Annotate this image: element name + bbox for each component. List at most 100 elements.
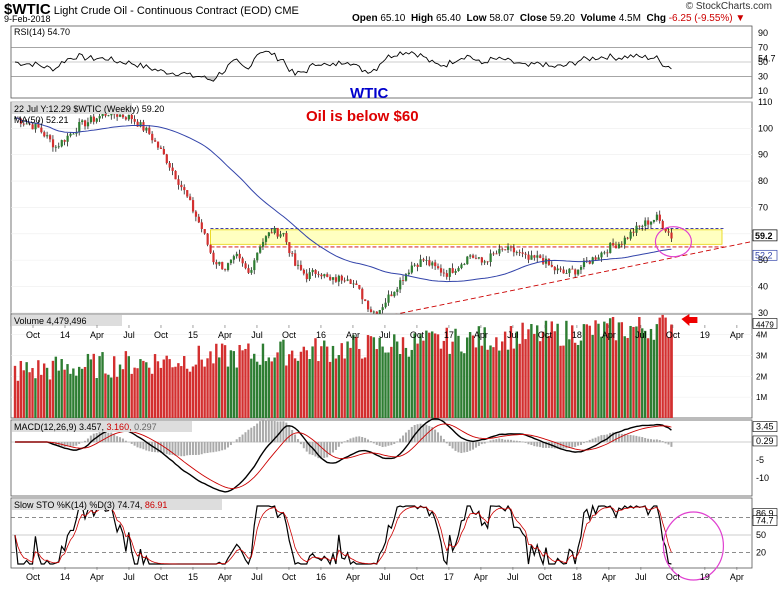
volume-bar bbox=[343, 358, 346, 418]
bottom-axis-label: 19 bbox=[700, 572, 710, 582]
macd-hist-bar bbox=[349, 438, 352, 443]
price-candle bbox=[273, 227, 276, 234]
price-candle bbox=[603, 252, 606, 254]
price-candle bbox=[480, 257, 483, 263]
volume-bar bbox=[536, 325, 539, 418]
volume-bar bbox=[159, 367, 163, 418]
volume-bar bbox=[273, 357, 276, 418]
volume-bar bbox=[352, 335, 355, 418]
price-candle bbox=[127, 114, 130, 120]
macd-hist-bar bbox=[402, 435, 405, 443]
rsi-tick: 30 bbox=[758, 71, 768, 81]
macd-hist-bar bbox=[582, 442, 585, 444]
price-candle bbox=[579, 266, 583, 270]
volume-bar bbox=[279, 341, 282, 418]
price-axis-label: 15 bbox=[188, 330, 198, 340]
price-axis-label: Jul bbox=[379, 330, 391, 340]
bottom-axis-label: Apr bbox=[346, 572, 360, 582]
sto-legend: Slow STO %K(14) %D(3) 74.74, 86.91 bbox=[14, 500, 167, 510]
macd-hist-bar bbox=[626, 434, 629, 443]
macd-hist-bar bbox=[518, 441, 521, 443]
volume-bar bbox=[442, 340, 446, 418]
rsi-oversold-fill bbox=[192, 76, 217, 82]
volume-bar bbox=[477, 326, 481, 418]
volume-bar bbox=[355, 336, 358, 418]
highlight-circle bbox=[654, 226, 693, 258]
macd-hist-bar bbox=[218, 442, 221, 452]
chg-label: Chg bbox=[646, 13, 666, 24]
price-candle bbox=[577, 269, 580, 275]
volume-bar bbox=[25, 362, 28, 418]
macd-hist-bar bbox=[314, 442, 317, 457]
macd-hist-bar bbox=[609, 432, 612, 443]
volume-bar bbox=[162, 359, 165, 418]
price-candle bbox=[34, 123, 37, 130]
price-candle bbox=[121, 114, 125, 118]
price-candle bbox=[364, 299, 367, 302]
price-candle bbox=[355, 283, 358, 285]
volume-bar bbox=[110, 377, 113, 418]
macd-hist-bar bbox=[130, 442, 133, 444]
macd-tick: -10 bbox=[756, 473, 769, 483]
volume-bar bbox=[194, 364, 198, 418]
volume-bar bbox=[436, 334, 440, 418]
price-candle bbox=[244, 263, 247, 269]
price-candle bbox=[451, 268, 454, 273]
macd-hist-bar bbox=[632, 435, 635, 443]
price-candle bbox=[536, 255, 539, 258]
macd-hist-bar bbox=[89, 435, 92, 443]
macd-hist-bar bbox=[413, 425, 416, 443]
volume-bar bbox=[215, 343, 218, 418]
price-candle bbox=[145, 127, 148, 131]
price-candle bbox=[352, 283, 355, 285]
volume-bar bbox=[387, 352, 390, 418]
price-candle bbox=[81, 120, 84, 123]
macd-hist-bar bbox=[469, 442, 472, 451]
volume-bar bbox=[509, 326, 513, 418]
price-axis-label: 16 bbox=[316, 330, 326, 340]
volume-bar bbox=[226, 366, 230, 418]
macd-hist-bar bbox=[387, 442, 390, 446]
macd-hist-bar bbox=[407, 429, 410, 443]
volume-bar bbox=[331, 345, 335, 418]
macd-hist-bar bbox=[600, 435, 603, 443]
volume-bar bbox=[541, 331, 545, 418]
price-candle bbox=[422, 259, 425, 261]
volume-bar bbox=[325, 346, 329, 418]
volume-bar bbox=[559, 345, 562, 418]
resistance-zone bbox=[210, 229, 723, 245]
volume-bar bbox=[381, 346, 384, 418]
macd-hist-bar bbox=[416, 424, 419, 443]
volume-bar bbox=[571, 325, 574, 418]
price-candle bbox=[63, 140, 66, 142]
volume-bar bbox=[652, 339, 656, 418]
volume-bar bbox=[530, 324, 533, 418]
macd-hist-bar bbox=[597, 436, 600, 443]
volume-bar bbox=[614, 340, 618, 418]
price-candle bbox=[571, 268, 574, 270]
volume-bar bbox=[468, 332, 472, 418]
price-candle bbox=[530, 255, 533, 260]
volume-bar bbox=[22, 370, 25, 418]
price-candle bbox=[107, 115, 110, 117]
price-candle bbox=[346, 279, 349, 281]
chart-header: $WTIC Light Crude Oil - Continuous Contr… bbox=[0, 0, 780, 24]
price-candle bbox=[60, 140, 63, 147]
price-axis-label: Oct bbox=[538, 330, 553, 340]
price-candle bbox=[425, 260, 428, 261]
price-candle bbox=[256, 252, 259, 261]
macd-hist-bar bbox=[200, 442, 203, 455]
ohlc-readout: Open 65.10 High 65.40 Low 58.07 Close 59… bbox=[352, 13, 745, 24]
macd-value-box bbox=[752, 435, 778, 447]
volume-bar bbox=[244, 348, 247, 418]
price-candle bbox=[486, 261, 489, 263]
volume-bar bbox=[562, 345, 565, 418]
volume-bar bbox=[340, 343, 343, 418]
symbol: $WTIC bbox=[4, 1, 51, 18]
volume-bar bbox=[407, 356, 411, 418]
volume-bar bbox=[512, 348, 516, 418]
macd-hist-bar bbox=[119, 437, 122, 443]
macd-hist-bar bbox=[124, 440, 127, 443]
macd-hist-bar bbox=[294, 434, 297, 443]
bottom-axis-label: Jul bbox=[507, 572, 519, 582]
